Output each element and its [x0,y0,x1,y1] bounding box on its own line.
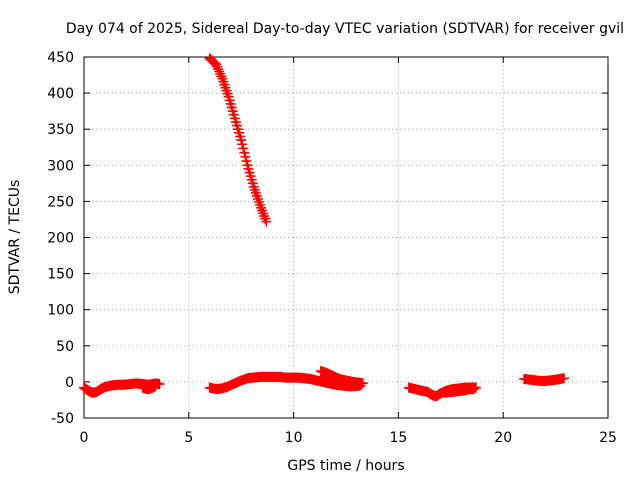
y-tick-label: 200 [47,231,74,247]
y-tick-label: 50 [56,339,74,355]
y-tick-label: 450 [47,50,74,66]
data-point [238,143,249,154]
data-point [212,61,223,72]
axis-ticks: 0 5 10 15 20 25 -50 0 50 100 150 200 250 300 350 400 450 [47,50,617,446]
x-tick-label: 20 [494,430,512,446]
data-point [213,64,224,75]
data-series-1 [79,378,165,398]
data-point [150,381,161,392]
data-point [357,378,368,389]
data-point [211,59,222,70]
data-point [236,135,247,146]
data-marks [79,53,569,402]
data-point [239,147,250,158]
data-point [214,66,225,77]
data-series-2 [137,381,161,395]
data-point [216,71,227,82]
y-tick-label: 300 [47,158,74,174]
y-axis-label: SDTVAR / TECUs [7,180,23,295]
chart-title: Day 074 of 2025, Sidereal Day-to-day VTE… [66,21,624,37]
data-point [154,379,165,390]
data-series-5 [315,366,368,389]
y-tick-label: 350 [47,122,74,138]
x-tick-label: 0 [80,430,89,446]
y-tick-label: 0 [65,375,74,391]
y-tick-label: 400 [47,86,74,102]
data-series-8 [519,373,569,387]
x-axis-label: GPS time / hours [287,458,404,474]
x-tick-label: 10 [285,430,303,446]
data-series-3 [204,53,272,227]
y-tick-label: -50 [51,411,74,427]
x-tick-label: 25 [599,430,617,446]
x-tick-label: 15 [389,430,407,446]
plot-frame [83,56,609,419]
data-point [241,156,252,167]
grid [84,57,608,418]
data-point [215,68,226,79]
y-tick-label: 100 [47,303,74,319]
data-point [558,373,569,384]
data-point [261,216,272,227]
y-tick-label: 250 [47,194,74,210]
data-point [240,151,251,162]
y-tick-label: 150 [47,267,74,283]
data-series-7 [439,384,479,398]
x-tick-label: 5 [184,430,193,446]
data-point [237,139,248,150]
data-point [468,384,479,395]
